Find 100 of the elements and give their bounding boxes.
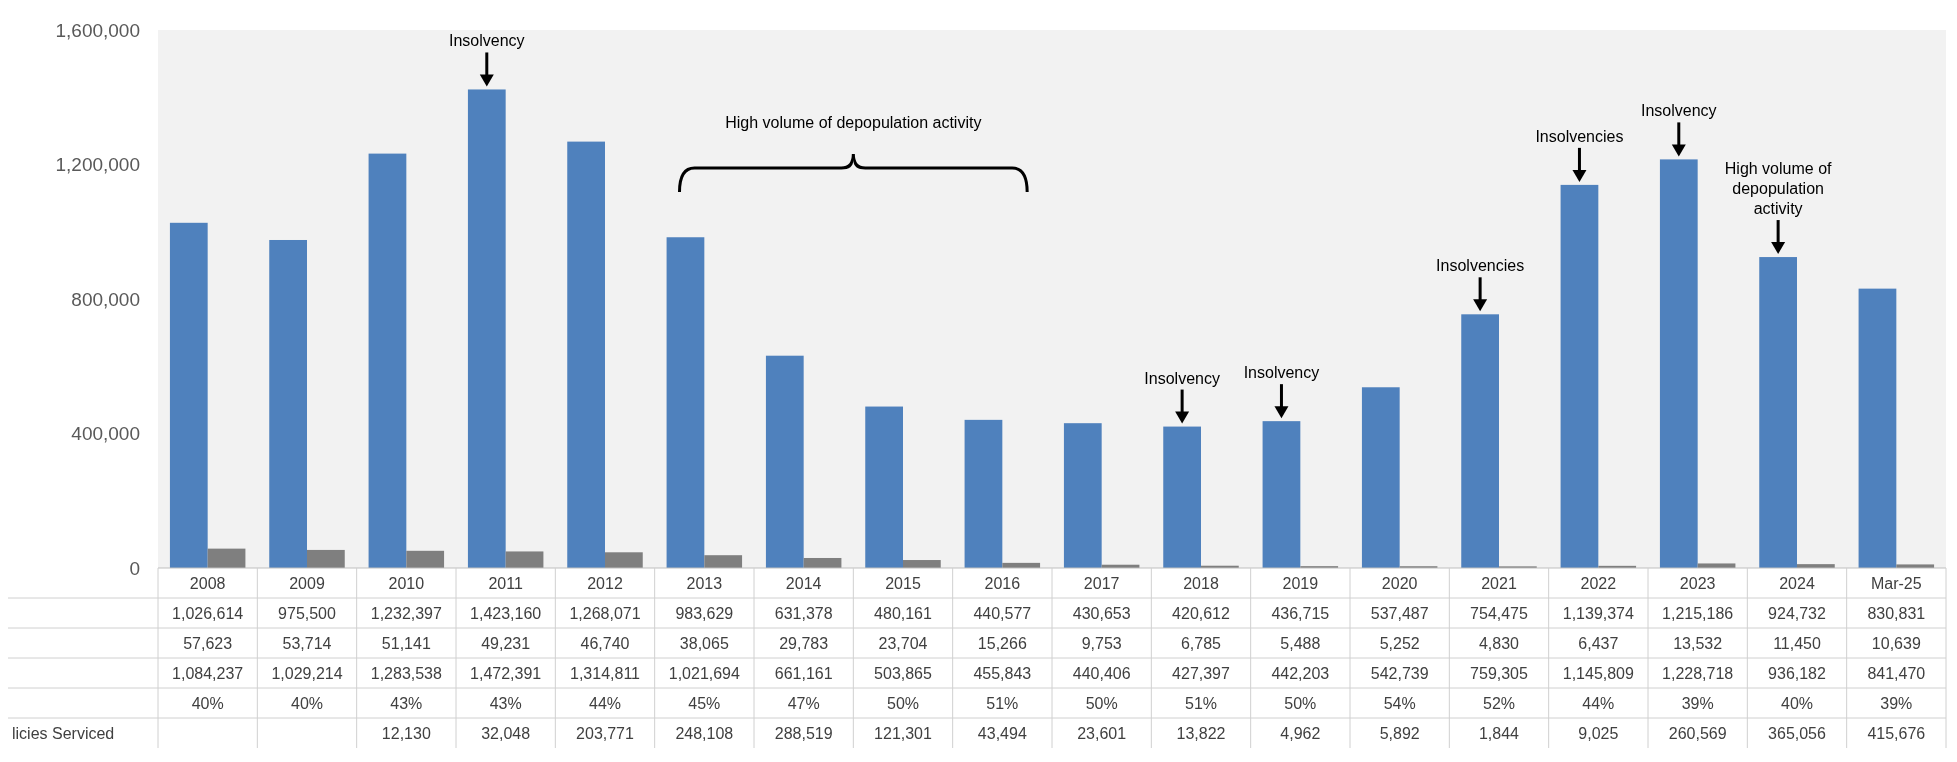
text: 248,108	[675, 724, 734, 742]
text: 40%	[191, 694, 224, 712]
text: 1,084,237	[172, 664, 244, 682]
data-label: 430,653	[1072, 604, 1131, 622]
x-tick-label: 2017	[1083, 574, 1120, 592]
annotation: Insolvency	[1641, 102, 1717, 120]
data-label: 754,475	[1470, 604, 1529, 622]
y-tick-label: 0	[129, 557, 140, 579]
data-label: 4,830	[1478, 634, 1520, 652]
data-label: 420,612	[1172, 604, 1231, 622]
data-label: 537,487	[1370, 604, 1429, 622]
text: 50%	[1085, 694, 1118, 712]
text: 440,406	[1072, 664, 1131, 682]
text: 47%	[787, 694, 820, 712]
data-label: 6,785	[1180, 634, 1222, 652]
data-label: 983,629	[675, 604, 734, 622]
data-label: 631,378	[774, 604, 833, 622]
text: 1,228,718	[1662, 664, 1734, 682]
text: 1,314,811	[570, 664, 641, 682]
x-tick-label: 2013	[686, 574, 723, 592]
text: 455,843	[973, 664, 1032, 682]
x-tick-label: 2020	[1381, 574, 1418, 592]
text: 936,182	[1768, 664, 1827, 682]
annotation: Insolvencies	[1436, 257, 1525, 275]
text: 121,301	[874, 724, 933, 742]
data-label: 49,231	[481, 634, 531, 652]
y-tick-label: 800,000	[71, 288, 140, 310]
text: 39%	[1681, 694, 1714, 712]
data-label: 1,423,160	[470, 604, 542, 622]
data-label: 1,139,374	[1562, 604, 1635, 622]
data-label: 1,232,397	[370, 604, 443, 622]
text: 23,601	[1077, 724, 1127, 742]
x-tick-label: 2021	[1481, 574, 1517, 592]
x-tick-label: 2012	[587, 574, 623, 592]
data-label: 15,266	[977, 634, 1027, 652]
data-label: 830,831	[1867, 604, 1926, 622]
text: 51%	[1184, 694, 1218, 712]
text: 503,865	[874, 664, 933, 682]
text: 1,472,391	[470, 664, 542, 682]
data-label: 29,783	[779, 634, 829, 652]
text: 45%	[688, 694, 721, 712]
annotation: Insolvency	[1144, 369, 1220, 387]
text: 365,056	[1768, 724, 1827, 742]
text: 51%	[986, 694, 1019, 712]
text: 841,470	[1867, 664, 1926, 682]
data-label: 51,141	[381, 634, 431, 652]
data-label: 6,437	[1578, 634, 1619, 652]
x-tick-label: 2015	[885, 574, 921, 592]
y-tick-label: 1,600,000	[55, 19, 140, 41]
text: 661,161	[774, 664, 833, 682]
data-label: 10,639	[1871, 634, 1921, 652]
text: licies Serviced	[12, 724, 115, 742]
x-tick-label: 2011	[488, 574, 523, 592]
data-label: 1,215,186	[1662, 604, 1734, 622]
text: 260,569	[1668, 724, 1727, 742]
data-label: 46,740	[580, 634, 630, 652]
x-tick-label: 2014	[785, 574, 822, 592]
data-label: 9,753	[1081, 634, 1122, 652]
text: 1,283,538	[370, 664, 443, 682]
data-label: 38,065	[679, 634, 729, 652]
data-label: 57,623	[183, 634, 233, 652]
text: 1,021,694	[668, 664, 741, 682]
text: 12,130	[381, 724, 431, 742]
x-tick-label: 2023	[1679, 574, 1716, 592]
text: 54%	[1383, 694, 1416, 712]
annotation: High volume of depopulation activity	[725, 114, 982, 131]
data-label: 1,026,614	[172, 604, 244, 622]
text: 427,397	[1172, 664, 1231, 682]
text: 5,892	[1379, 724, 1420, 742]
annotation: Insolvency	[449, 32, 525, 50]
x-tick-label: 2016	[984, 574, 1021, 592]
data-label: 5,488	[1280, 634, 1321, 652]
text: 44%	[1582, 694, 1615, 712]
data-label: 924,732	[1768, 604, 1827, 622]
x-tick-label: 2024	[1779, 574, 1815, 592]
data-label: 11,450	[1773, 634, 1821, 652]
text: 52%	[1482, 694, 1516, 712]
x-tick-label: 2010	[388, 574, 425, 592]
data-label: 436,715	[1271, 604, 1330, 622]
data-label: 480,161	[874, 604, 933, 622]
x-tick-label: 2019	[1282, 574, 1319, 592]
data-label: 440,577	[973, 604, 1032, 622]
text: 4,962	[1280, 724, 1321, 742]
text: 40%	[290, 694, 324, 712]
text: 415,676	[1867, 724, 1926, 742]
x-tick-label: 2008	[189, 574, 226, 592]
x-tick-label: Mar-25	[1870, 574, 1922, 592]
text: 50%	[886, 694, 920, 712]
data-label: 53,714	[282, 634, 332, 652]
text: 759,305	[1470, 664, 1529, 682]
annotation: High volume of depopulation activity	[1724, 160, 1833, 218]
text: 43%	[489, 694, 522, 712]
annotation: Insolvencies	[1535, 127, 1624, 145]
data-label: 1,268,071	[569, 604, 641, 622]
text: 32,048	[481, 724, 531, 742]
text: 9,025	[1578, 724, 1619, 742]
text: 50%	[1284, 694, 1317, 712]
y-tick-label: 1,200,000	[55, 154, 140, 176]
y-tick-label: 400,000	[71, 423, 140, 445]
data-label: 23,704	[878, 634, 928, 652]
